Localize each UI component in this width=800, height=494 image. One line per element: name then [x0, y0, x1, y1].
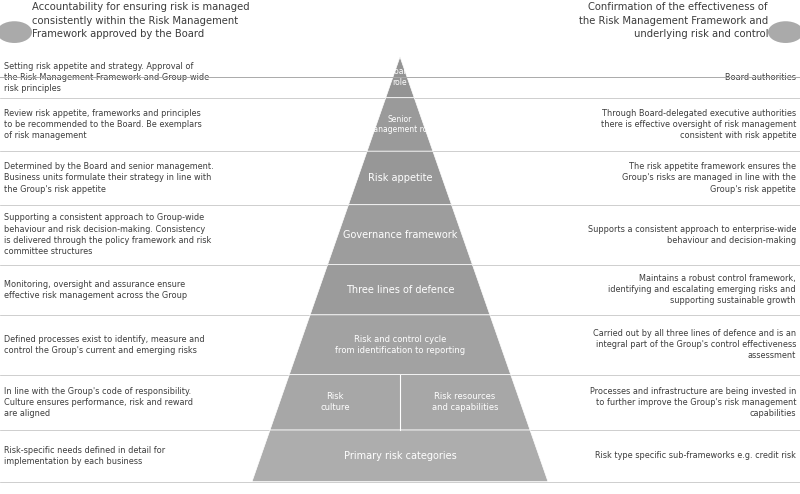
Text: Supports a consistent approach to enterprise-wide
behaviour and decision-making: Supports a consistent approach to enterp…: [588, 225, 796, 245]
Text: Senior
management role: Senior management role: [366, 115, 434, 134]
Circle shape: [0, 21, 32, 43]
Text: Maintains a robust control framework,
identifying and escalating emerging risks : Maintains a robust control framework, id…: [608, 274, 796, 305]
Text: Risk appetite: Risk appetite: [368, 173, 432, 183]
Polygon shape: [349, 151, 451, 205]
Text: Risk
culture: Risk culture: [320, 392, 350, 412]
Text: Three lines of defence: Three lines of defence: [346, 285, 454, 295]
Polygon shape: [328, 205, 472, 264]
Polygon shape: [386, 57, 414, 98]
Text: The risk appetite framework ensures the
Group's risks are managed in line with t: The risk appetite framework ensures the …: [622, 163, 796, 194]
Text: Risk-specific needs defined in detail for
implementation by each business: Risk-specific needs defined in detail fo…: [4, 446, 165, 466]
Polygon shape: [270, 374, 530, 430]
Text: Through Board-delegated executive authorities
there is effective oversight of ri: Through Board-delegated executive author…: [601, 109, 796, 140]
Text: Carried out by all three lines of defence and is an
integral part of the Group's: Carried out by all three lines of defenc…: [593, 329, 796, 360]
Text: In line with the Group's code of responsibility.
Culture ensures performance, ri: In line with the Group's code of respons…: [4, 387, 193, 418]
Text: Supporting a consistent approach to Group-wide
behaviour and risk decision-makin: Supporting a consistent approach to Grou…: [4, 213, 211, 256]
Polygon shape: [252, 430, 548, 482]
Text: Monitoring, oversight and assurance ensure
effective risk management across the : Monitoring, oversight and assurance ensu…: [4, 280, 187, 300]
Text: Risk type specific sub-frameworks e.g. credit risk: Risk type specific sub-frameworks e.g. c…: [595, 452, 796, 460]
Text: Setting risk appetite and strategy. Approval of
the Risk Management Framework an: Setting risk appetite and strategy. Appr…: [4, 62, 209, 93]
Text: Risk and control cycle
from identification to reporting: Risk and control cycle from identificati…: [335, 335, 465, 355]
Text: Primary risk categories: Primary risk categories: [344, 451, 456, 461]
Polygon shape: [290, 315, 510, 374]
Polygon shape: [367, 98, 433, 151]
Text: Board authorities: Board authorities: [725, 73, 796, 82]
Circle shape: [768, 21, 800, 43]
Polygon shape: [310, 264, 490, 315]
Text: Governance framework: Governance framework: [343, 230, 457, 240]
Text: Risk resources
and capabilities: Risk resources and capabilities: [432, 392, 498, 412]
Text: Processes and infrastructure are being invested in
to further improve the Group': Processes and infrastructure are being i…: [590, 387, 796, 418]
Text: Determined by the Board and senior management.
Business units formulate their st: Determined by the Board and senior manag…: [4, 163, 214, 194]
Text: Accountability for ensuring risk is managed
consistently within the Risk Managem: Accountability for ensuring risk is mana…: [32, 2, 250, 39]
Text: Board
role: Board role: [389, 67, 411, 87]
Text: Defined processes exist to identify, measure and
control the Group's current and: Defined processes exist to identify, mea…: [4, 335, 205, 355]
Text: Review risk appetite, frameworks and principles
to be recommended to the Board. : Review risk appetite, frameworks and pri…: [4, 109, 202, 140]
Text: Confirmation of the effectiveness of
the Risk Management Framework and
underlyin: Confirmation of the effectiveness of the…: [578, 2, 768, 39]
